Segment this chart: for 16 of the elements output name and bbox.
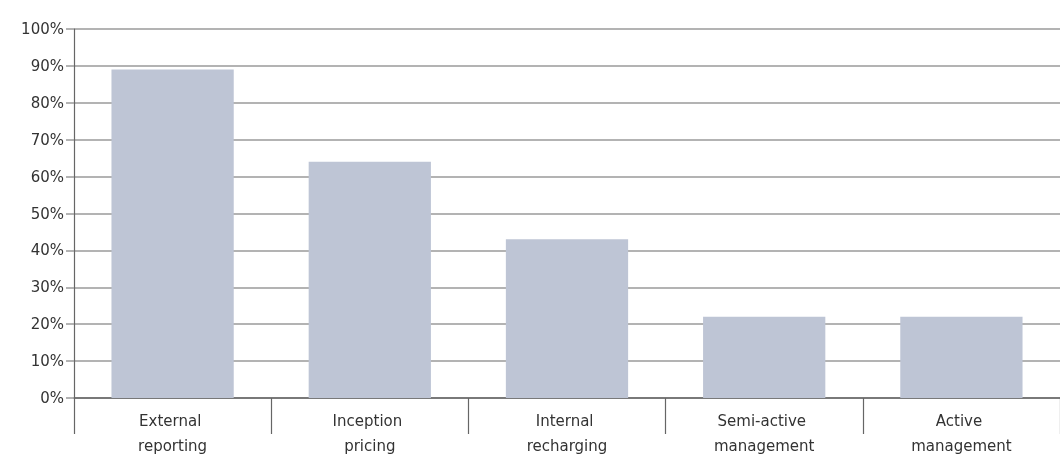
y-tick-label: 40% bbox=[30, 241, 64, 260]
y-tick-label: 70% bbox=[30, 130, 64, 149]
y-tick-label: 100% bbox=[21, 20, 64, 38]
x-tick-label: Internal recharging bbox=[526, 411, 608, 455]
y-tick-label: 60% bbox=[30, 167, 64, 186]
x-tick-label: Semi-active management bbox=[713, 411, 815, 455]
y-tick-label: 0% bbox=[40, 389, 64, 407]
y-tick-label: 20% bbox=[30, 315, 64, 334]
y-tick-label: 80% bbox=[30, 93, 64, 112]
y-tick-label: 90% bbox=[30, 56, 64, 75]
y-tick-label: 30% bbox=[30, 278, 64, 297]
y-tick-label: 10% bbox=[30, 352, 64, 371]
x-tick-label: Active management bbox=[911, 411, 1012, 455]
y-tick-label: 50% bbox=[30, 204, 64, 223]
x-tick-label: External reporting bbox=[138, 411, 208, 455]
x-tick-label: Inception pricing bbox=[332, 411, 408, 455]
